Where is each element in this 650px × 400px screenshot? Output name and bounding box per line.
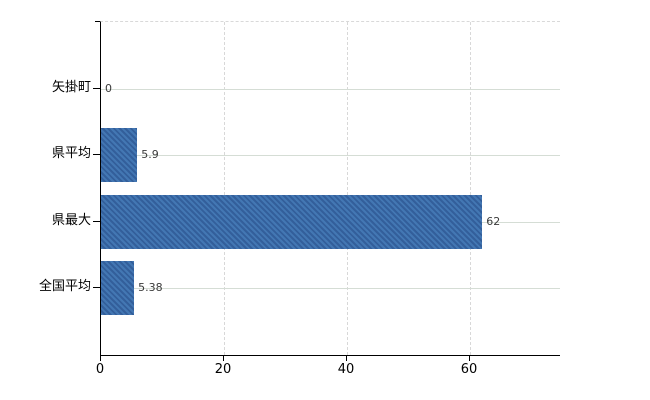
horizontal-gridline (101, 88, 560, 90)
bar-value-label: 62 (486, 214, 501, 228)
y-axis-top-tick (95, 21, 100, 22)
category-label-県最大: 県最大 (51, 212, 91, 228)
bar-県最大 (101, 194, 483, 249)
x-axis-tick-label: 40 (337, 362, 355, 377)
horizontal-gridline (101, 288, 560, 290)
vertical-gridline (470, 22, 471, 355)
category-label-矢掛町: 矢掛町 (51, 79, 91, 95)
plot-area: 0 5.9 62 5.38 (100, 21, 560, 356)
x-axis-tick (100, 355, 101, 361)
horizontal-gridline (101, 155, 560, 157)
y-axis-tick (93, 220, 100, 222)
x-axis-tick-label: 60 (460, 362, 478, 377)
vertical-gridline (347, 22, 348, 355)
bar-value-label: 5.38 (138, 281, 163, 295)
x-axis-tick (223, 355, 224, 361)
category-label-全国平均: 全国平均 (38, 279, 91, 295)
category-label-県平均: 県平均 (51, 146, 91, 162)
x-axis-tick-label: 0 (95, 362, 105, 377)
bar-全国平均 (101, 261, 135, 316)
y-axis-tick (93, 154, 100, 156)
x-axis-tick (469, 355, 470, 361)
bar-県平均 (101, 128, 138, 183)
x-axis-tick (346, 355, 347, 361)
y-axis-tick (93, 287, 100, 289)
vertical-gridline (224, 22, 225, 355)
x-axis-tick-label: 20 (214, 362, 232, 377)
bar-value-label: 5.9 (141, 148, 159, 162)
bar-value-label: 0 (105, 81, 112, 95)
y-axis-tick (93, 87, 100, 89)
